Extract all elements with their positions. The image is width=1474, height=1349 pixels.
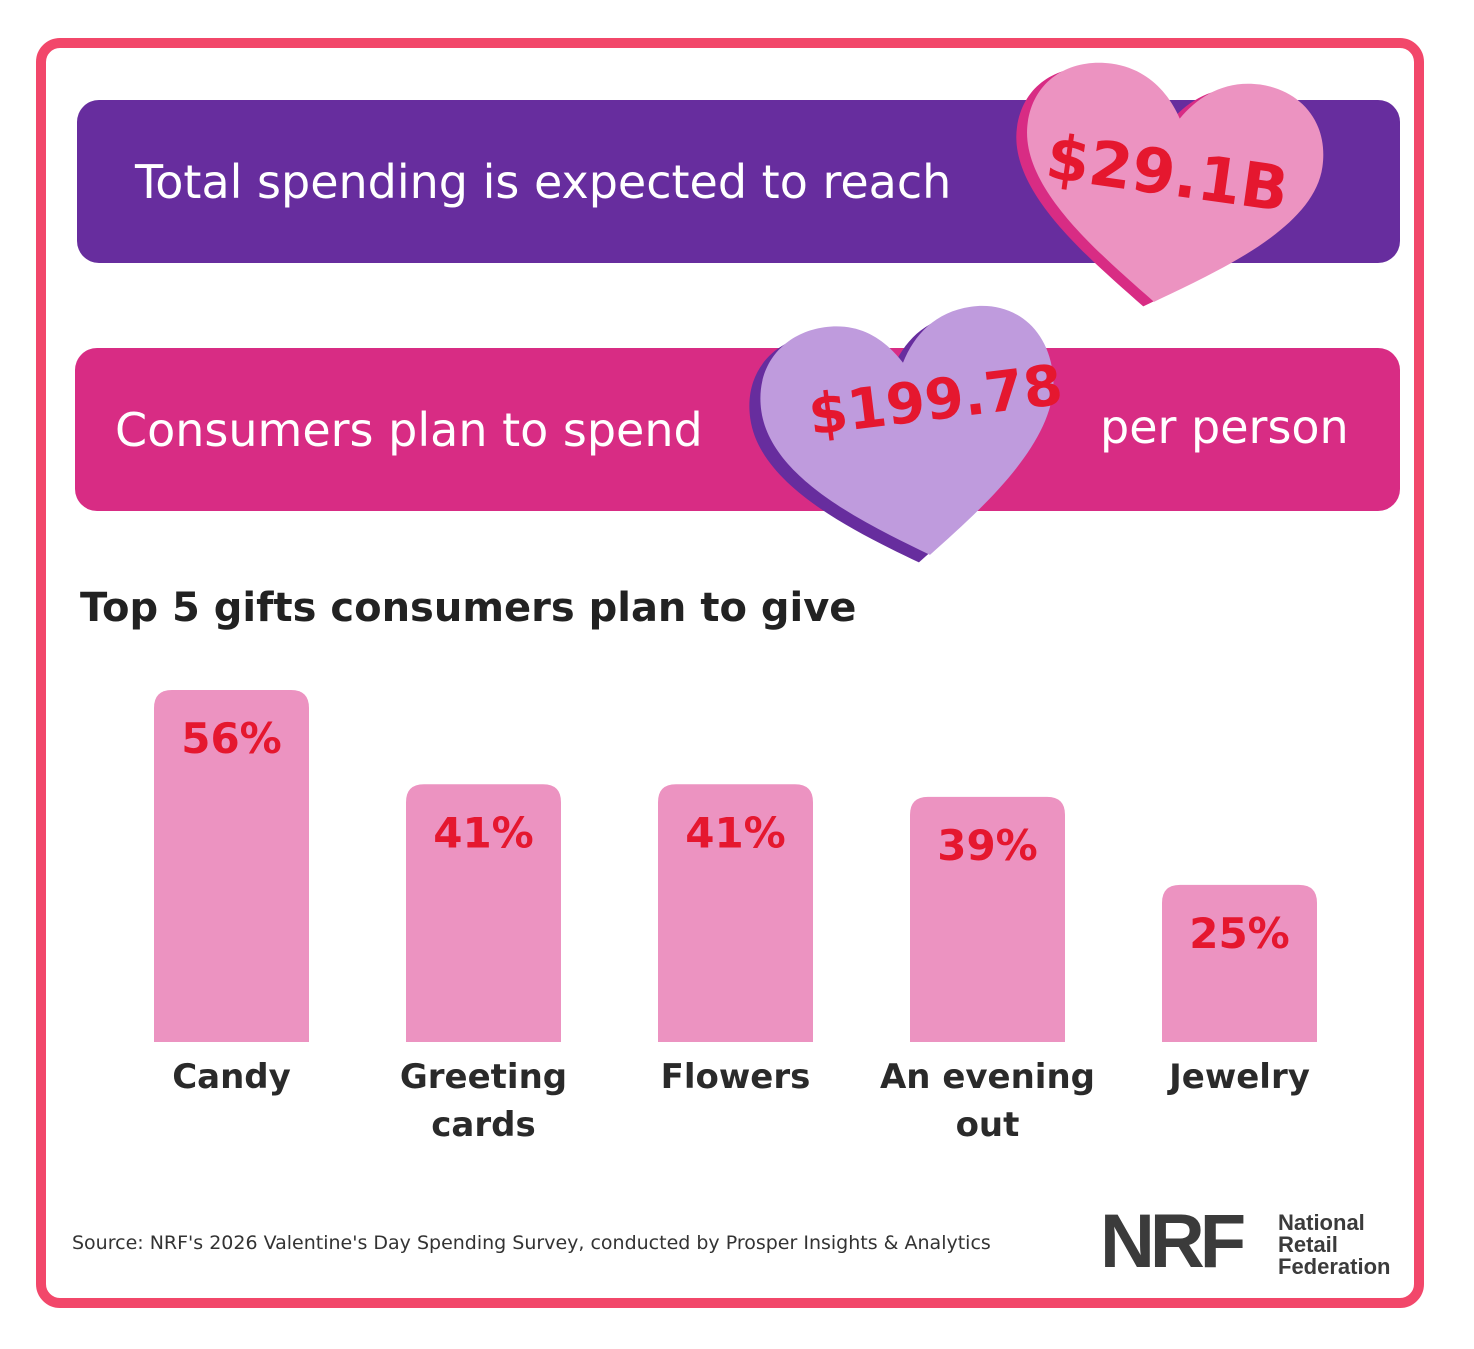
logo-word-retail: Retail xyxy=(1278,1232,1338,1257)
per-person-prefix: Consumers plan to spend xyxy=(115,403,703,457)
bar-an-evening-out xyxy=(910,796,1065,1042)
purple-heart-icon xyxy=(749,305,1054,563)
bar-value-label: 25% xyxy=(1189,909,1290,958)
per-person-banner: Consumers plan to spend per person xyxy=(75,348,1400,511)
pink-heart-icon xyxy=(1016,62,1324,307)
bar-value-label: 41% xyxy=(685,808,786,857)
bar-jewelry xyxy=(1162,884,1317,1042)
logo-word-federation: Federation xyxy=(1278,1254,1391,1279)
bar-value-label: 41% xyxy=(433,808,534,857)
total-spending-text: Total spending is expected to reach xyxy=(135,155,952,209)
bar-greeting-cards xyxy=(406,784,561,1042)
bar-value-label: 56% xyxy=(181,714,282,763)
category-label: Jewelry xyxy=(1167,1057,1310,1097)
category-label: Flowers xyxy=(661,1057,811,1097)
nrf-logo-words: National Retail Federation xyxy=(1278,1212,1390,1278)
bar-value-label: 39% xyxy=(937,821,1038,870)
bar-candy xyxy=(154,690,309,1042)
category-label: An evening xyxy=(880,1057,1095,1097)
nrf-logo-mark: NRF xyxy=(1100,1199,1246,1284)
nrf-logo: NRF National Retail Federation xyxy=(1100,1204,1410,1280)
category-label: cards xyxy=(431,1105,535,1145)
logo-word-national: National xyxy=(1278,1210,1365,1235)
source-note: Source: NRF's 2026 Valentine's Day Spend… xyxy=(72,1232,991,1254)
category-label: out xyxy=(956,1105,1020,1145)
category-label: Candy xyxy=(172,1057,291,1097)
chart-title: Top 5 gifts consumers plan to give xyxy=(80,585,857,631)
per-person-suffix: per person xyxy=(1100,400,1349,454)
bar-flowers xyxy=(658,784,813,1042)
category-label: Greeting xyxy=(400,1057,567,1097)
